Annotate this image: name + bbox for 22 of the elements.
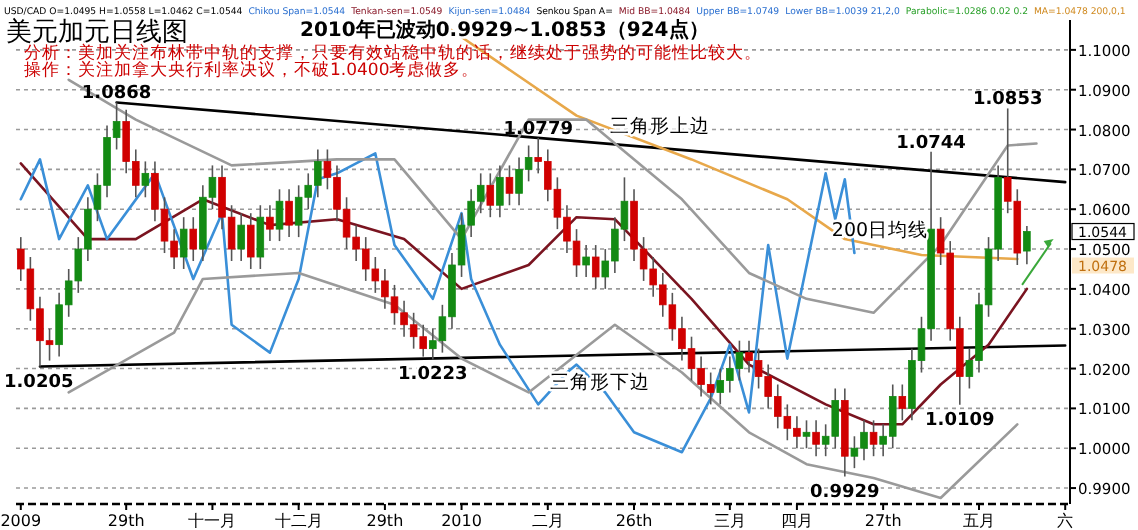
annotation: 操作：关注加拿大央行利率决议，不破1.0400考虑做多。 — [24, 59, 480, 82]
x-tick-label: 26th — [615, 512, 653, 530]
x-tick-label: 27th — [864, 512, 902, 530]
x-tick-label: 六 — [1057, 512, 1074, 530]
x-tick-label: 29th — [107, 512, 145, 530]
annotation: 1.0744 — [896, 133, 966, 154]
x-tick-label: 29th — [366, 512, 404, 530]
x-tick-label: 二月 — [531, 512, 564, 530]
annotation: 1.0223 — [398, 365, 468, 386]
x-tick-label: 2010 — [441, 512, 482, 530]
x-tick-label: 五月 — [962, 512, 995, 530]
annotation: 1.0853 — [972, 90, 1043, 111]
annotation: 1.0205 — [4, 372, 74, 393]
x-tick-label: 十一月 — [188, 512, 237, 530]
x-tick-label: 三月 — [713, 512, 746, 530]
x-tick-label: 2009 — [0, 512, 42, 530]
annotation: 1.0779 — [503, 119, 573, 140]
annotation: 0.9929 — [810, 482, 880, 503]
annotation: 1.0109 — [925, 410, 995, 431]
x-tick-label: 十二月 — [274, 512, 323, 530]
x-tick-label: 四月 — [780, 512, 813, 530]
annotation: 1.0868 — [81, 84, 152, 105]
